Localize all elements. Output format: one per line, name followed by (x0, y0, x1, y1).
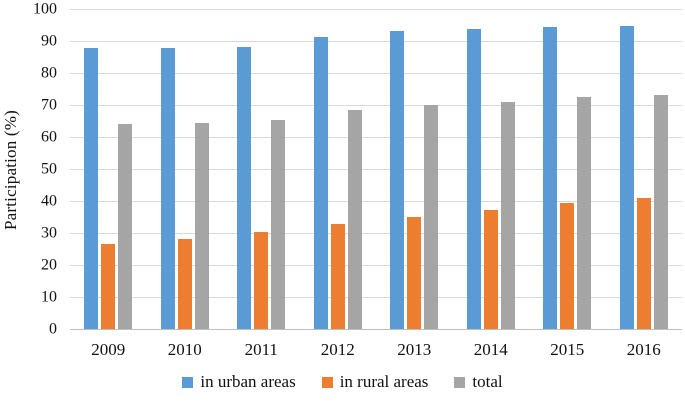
gridline (70, 201, 682, 202)
bar-in-urban-areas-2014 (466, 29, 481, 330)
bar-in-rural-areas-2009 (101, 243, 116, 330)
bar-group-2012 (300, 10, 377, 330)
x-tick-label-2009: 2009 (91, 340, 126, 359)
bar-in-urban-areas-2012 (313, 36, 328, 330)
y-tick-label: 30 (41, 224, 57, 242)
x-axis-line (70, 329, 682, 330)
gridline (70, 233, 682, 234)
bar-in-rural-areas-2013 (407, 217, 422, 330)
bar-total-2011 (271, 119, 286, 330)
plot-area (70, 9, 683, 330)
legend-item-total: total (454, 372, 503, 392)
bar-group-2010 (147, 10, 224, 330)
gridline (70, 297, 682, 298)
bar-group-2009 (70, 10, 147, 330)
gridline (70, 137, 682, 138)
y-tick-label: 40 (41, 192, 57, 210)
bar-total-2014 (500, 101, 515, 330)
bar-in-urban-areas-2010 (160, 48, 175, 330)
bar-in-rural-areas-2015 (560, 202, 575, 330)
legend-label: in urban areas (200, 372, 296, 391)
x-tick-label-2016: 2016 (626, 340, 661, 359)
y-tick-label: 20 (41, 256, 57, 274)
y-tick-label: 100 (33, 0, 57, 18)
bar-group-2014 (453, 10, 530, 330)
bar-total-2016 (653, 94, 668, 330)
bar-group-2016 (606, 10, 683, 330)
gridline (70, 265, 682, 266)
x-tick-label-2015: 2015 (550, 340, 585, 359)
bar-in-urban-areas-2016 (619, 26, 634, 330)
bar-in-rural-areas-2016 (636, 197, 651, 330)
bar-group-2013 (376, 10, 453, 330)
y-tick-label: 10 (41, 288, 57, 306)
bar-in-rural-areas-2011 (254, 232, 269, 330)
legend-swatch-icon (182, 376, 194, 388)
bar-total-2010 (194, 122, 209, 330)
bar-total-2009 (118, 124, 133, 330)
bar-in-rural-areas-2014 (483, 210, 498, 330)
bar-total-2012 (347, 110, 362, 330)
gridline (70, 9, 682, 10)
gridline (70, 105, 682, 106)
y-tick-label: 60 (41, 128, 57, 146)
y-axis-tick-labels: 0 10 20 30 40 50 60 70 80 90 100 (0, 1, 57, 337)
x-tick-label-2014: 2014 (473, 340, 508, 359)
bar-group-2015 (529, 10, 606, 330)
x-tick-label-2011: 2011 (244, 340, 278, 359)
y-tick-label: 90 (41, 32, 57, 50)
legend-swatch-icon (454, 376, 466, 388)
bar-in-rural-areas-2012 (330, 224, 345, 330)
legend-label: total (472, 372, 503, 391)
bar-total-2015 (577, 97, 592, 330)
bar-total-2013 (424, 105, 439, 330)
bar-in-urban-areas-2015 (543, 27, 558, 330)
y-tick-label: 50 (41, 160, 57, 178)
x-axis-tick-labels: 2009 2010 2011 2012 2013 2014 2015 2016 (70, 340, 682, 364)
x-tick-label-2012: 2012 (320, 340, 355, 359)
legend-swatch-icon (321, 376, 333, 388)
bar-in-urban-areas-2009 (84, 48, 99, 330)
gridline (70, 73, 682, 74)
legend-item-in-urban-areas: in urban areas (182, 372, 296, 392)
x-tick-label-2013: 2013 (397, 340, 432, 359)
legend-item-in-rural-areas: in rural areas (321, 372, 429, 392)
gridline (70, 41, 682, 42)
bar-in-urban-areas-2013 (390, 31, 405, 330)
legend-label: in rural areas (339, 372, 429, 391)
bar-group-2011 (223, 10, 300, 330)
x-tick-label-2010: 2010 (167, 340, 202, 359)
y-tick-label: 80 (41, 64, 57, 82)
gridline (70, 169, 682, 170)
bar-in-rural-areas-2010 (177, 238, 192, 330)
legend: in urban areas in rural areas total (0, 372, 685, 392)
y-tick-label: 0 (49, 320, 57, 338)
bar-in-urban-areas-2011 (237, 47, 252, 330)
y-tick-label: 70 (41, 96, 57, 114)
